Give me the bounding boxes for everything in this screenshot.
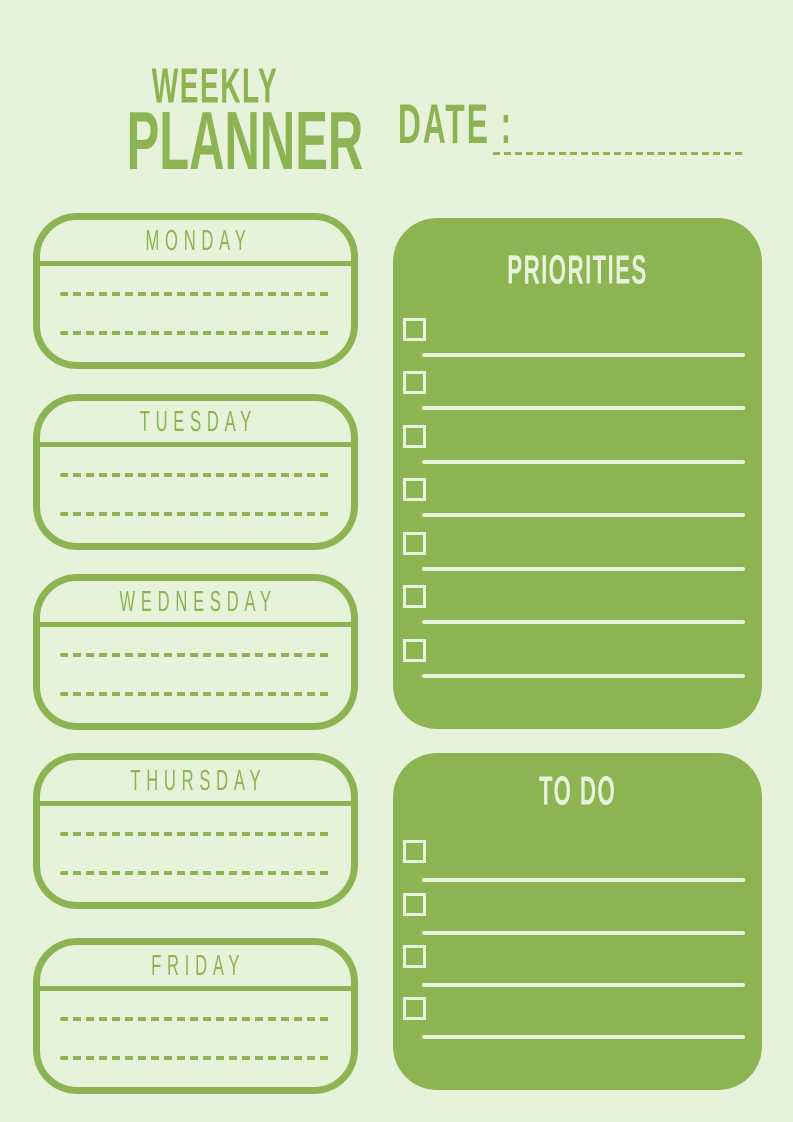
- task-row: [393, 318, 762, 362]
- checkbox[interactable]: [403, 478, 426, 501]
- writing-line[interactable]: [60, 1017, 333, 1021]
- day-title: FRIDAY: [151, 948, 246, 982]
- todo-panel: TO DO: [393, 753, 762, 1090]
- checkbox[interactable]: [403, 893, 426, 916]
- checkbox[interactable]: [403, 945, 426, 968]
- checkbox[interactable]: [403, 585, 426, 608]
- day-box-wednesday: WEDNESDAY: [33, 574, 358, 730]
- todo-title: TO DO: [538, 768, 617, 815]
- checkbox[interactable]: [403, 318, 426, 341]
- writing-line[interactable]: [60, 331, 333, 335]
- task-fill-line[interactable]: [422, 567, 745, 571]
- day-header: THURSDAY: [40, 760, 351, 806]
- task-fill-line[interactable]: [422, 1035, 745, 1039]
- day-header: WEDNESDAY: [40, 581, 351, 627]
- checkbox[interactable]: [403, 997, 426, 1020]
- writing-line[interactable]: [60, 832, 333, 836]
- page-title: WEEKLY PLANNER: [85, 59, 364, 183]
- writing-line[interactable]: [60, 1056, 333, 1060]
- task-fill-line[interactable]: [422, 878, 745, 882]
- task-fill-line[interactable]: [422, 620, 745, 624]
- task-fill-line[interactable]: [422, 460, 745, 464]
- page-title-line1: WEEKLY: [151, 59, 279, 114]
- day-box-monday: MONDAY: [33, 213, 358, 369]
- task-row: [393, 945, 762, 989]
- day-box-friday: FRIDAY: [33, 938, 358, 1094]
- task-row: [393, 425, 762, 469]
- checkbox[interactable]: [403, 371, 426, 394]
- checkbox[interactable]: [403, 425, 426, 448]
- day-box-tuesday: TUESDAY: [33, 394, 358, 550]
- day-header: FRIDAY: [40, 945, 351, 991]
- task-row: [393, 840, 762, 884]
- day-title: WEDNESDAY: [119, 584, 278, 618]
- day-header: MONDAY: [40, 220, 351, 266]
- task-fill-line[interactable]: [422, 931, 745, 935]
- date-label: DATE :: [398, 94, 514, 156]
- task-row: [393, 893, 762, 937]
- task-fill-line[interactable]: [422, 353, 745, 357]
- writing-line[interactable]: [60, 692, 333, 696]
- writing-line[interactable]: [60, 871, 333, 875]
- priorities-title: PRIORITIES: [507, 247, 648, 294]
- day-header: TUESDAY: [40, 401, 351, 447]
- task-row: [393, 997, 762, 1041]
- writing-line[interactable]: [60, 292, 333, 296]
- checkbox[interactable]: [403, 532, 426, 555]
- checkbox[interactable]: [403, 840, 426, 863]
- date-fill-line[interactable]: [493, 152, 746, 155]
- day-title: MONDAY: [145, 223, 252, 257]
- writing-line[interactable]: [60, 512, 333, 516]
- task-row: [393, 639, 762, 683]
- task-row: [393, 478, 762, 522]
- checkbox[interactable]: [403, 639, 426, 662]
- page-title-line2: PLANNER: [126, 95, 364, 188]
- task-fill-line[interactable]: [422, 983, 745, 987]
- day-title: THURSDAY: [130, 763, 267, 797]
- task-row: [393, 532, 762, 576]
- day-box-thursday: THURSDAY: [33, 753, 358, 909]
- writing-line[interactable]: [60, 653, 333, 657]
- task-fill-line[interactable]: [422, 513, 745, 517]
- writing-line[interactable]: [60, 473, 333, 477]
- task-fill-line[interactable]: [422, 674, 745, 678]
- task-fill-line[interactable]: [422, 406, 745, 410]
- task-row: [393, 585, 762, 629]
- priorities-panel: PRIORITIES: [393, 218, 762, 729]
- task-row: [393, 371, 762, 415]
- day-title: TUESDAY: [139, 404, 258, 438]
